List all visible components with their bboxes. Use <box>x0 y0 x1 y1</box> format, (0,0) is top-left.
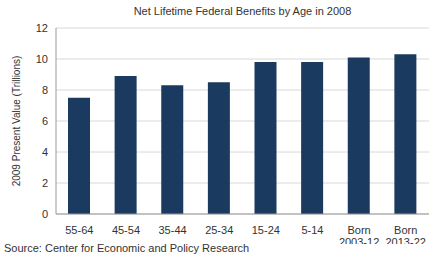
svg-text:2013-22: 2013-22 <box>386 236 426 244</box>
svg-text:45-54: 45-54 <box>112 224 140 236</box>
svg-text:55-64: 55-64 <box>65 224 93 236</box>
svg-text:8: 8 <box>42 84 48 96</box>
svg-text:15-24: 15-24 <box>252 224 280 236</box>
svg-text:0: 0 <box>42 208 48 220</box>
svg-text:2: 2 <box>42 177 48 189</box>
svg-text:2009 Present Value (Trillions): 2009 Present Value (Trillions) <box>11 56 22 187</box>
svg-text:35-44: 35-44 <box>158 224 186 236</box>
svg-text:4: 4 <box>42 146 48 158</box>
svg-text:12: 12 <box>36 22 48 34</box>
svg-text:2003-12: 2003-12 <box>339 236 379 244</box>
svg-text:5-14: 5-14 <box>301 224 323 236</box>
svg-text:Born: Born <box>347 224 370 236</box>
html-text:Source: Center for Economic an: Source: Center for Economic and Policy R… <box>4 242 250 254</box>
svg-text:10: 10 <box>36 53 48 65</box>
svg-text:6: 6 <box>42 115 48 127</box>
svg-text:Born: Born <box>394 224 417 236</box>
svg-text:25-34: 25-34 <box>205 224 233 236</box>
html-text:Net Lifetime Federal Benefits: Net Lifetime Federal Benefits by Age in … <box>133 5 352 17</box>
